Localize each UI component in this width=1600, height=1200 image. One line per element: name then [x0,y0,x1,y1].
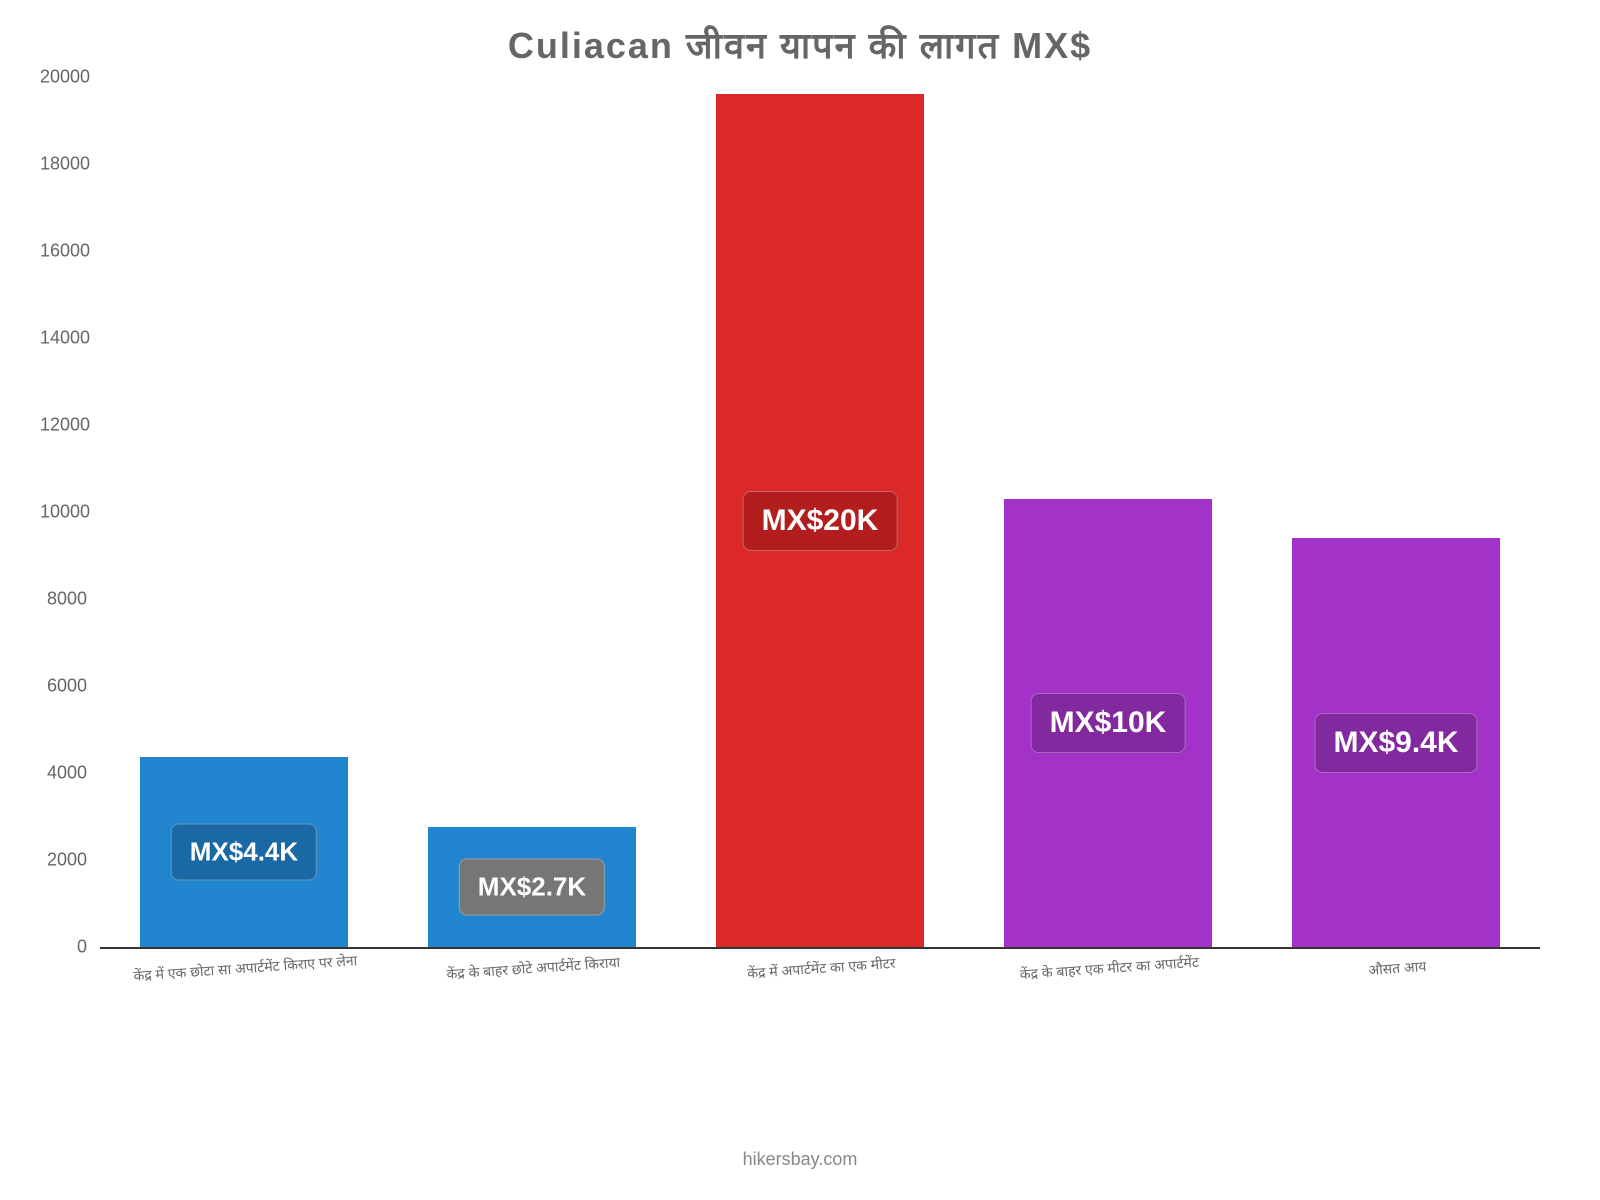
x-axis: केंद्र में एक छोटा सा अपार्टमेंट किराए प… [100,949,1540,978]
y-tick-label: 8000 [47,589,95,609]
y-tick: 12000 [40,415,95,436]
bar: MX$10K [1004,499,1211,947]
y-tick: 18000 [40,154,95,175]
y-tick-label: 10000 [40,502,98,522]
y-tick: 2000 [40,850,95,871]
y-tick-label: 16000 [40,241,98,261]
bar: MX$20K [716,94,923,947]
y-tick: 20000 [40,67,95,88]
y-tick-label: 4000 [47,763,95,783]
bar-slot: MX$9.4K [1252,79,1540,947]
y-tick: 4000 [40,763,95,784]
bar-value-label: MX$10K [1031,693,1186,753]
bar-slot: MX$20K [676,79,964,947]
bar: MX$4.4K [140,757,347,947]
chart-title: Culiacan जीवन यापन की लागत MX$ [40,20,1560,69]
y-tick-label: 0 [77,937,95,957]
bar-value-label: MX$20K [743,491,898,551]
y-tick-label: 12000 [40,415,98,435]
bar-value-label: MX$2.7K [459,859,605,916]
y-axis: 0200040006000800010000120001400016000180… [40,79,95,947]
attribution: hikersbay.com [0,1149,1600,1170]
bar-value-label: MX$4.4K [171,823,317,880]
y-tick-label: 6000 [47,676,95,696]
bar-slot: MX$10K [964,79,1252,947]
y-tick-label: 18000 [40,154,98,174]
bar-slot: MX$2.7K [388,79,676,947]
chart-container: Culiacan जीवन यापन की लागत MX$ 020004000… [40,20,1560,1120]
bar: MX$9.4K [1292,538,1499,947]
y-tick: 8000 [40,589,95,610]
y-tick: 0 [40,937,95,958]
y-tick: 14000 [40,328,95,349]
plot-area: 0200040006000800010000120001400016000180… [100,79,1540,949]
bar: MX$2.7K [428,827,635,947]
bar-value-label: MX$9.4K [1314,713,1477,773]
bar-slot: MX$4.4K [100,79,388,947]
bars-group: MX$4.4K MX$2.7K MX$20K MX$10K MX$9.4K [100,79,1540,947]
y-tick: 6000 [40,676,95,697]
y-tick-label: 14000 [40,328,98,348]
y-tick-label: 20000 [40,67,98,87]
y-tick: 16000 [40,241,95,262]
y-tick-label: 2000 [47,850,95,870]
y-tick: 10000 [40,502,95,523]
